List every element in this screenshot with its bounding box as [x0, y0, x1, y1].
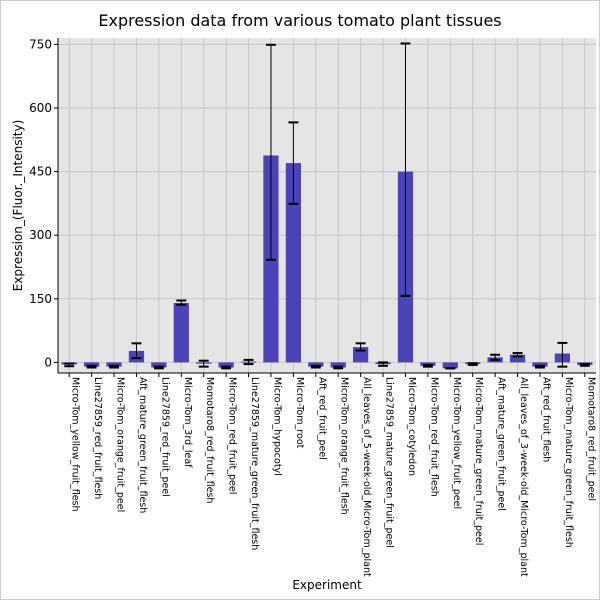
bar — [106, 362, 122, 367]
x-tick-label: Micro-Tom_cotyledon — [406, 377, 417, 476]
x-tick-label: Aft_red_fruit_peel — [316, 377, 327, 460]
x-tick-label: Micro-Tom_red_fruit_flesh — [428, 377, 439, 497]
x-tick-label: Line27859_red_fruit_flesh — [92, 377, 103, 499]
y-tick-label: 150 — [29, 292, 52, 306]
x-tick-label: Micro-Tom_orange_fruit_peel — [115, 377, 126, 512]
y-tick-label: 750 — [29, 37, 52, 51]
x-tick-label: Line27859_red_fruit_peel — [159, 377, 170, 497]
y-tick-label: 300 — [29, 228, 52, 242]
y-tick-label: 0 — [44, 355, 52, 369]
plot-area — [58, 38, 596, 373]
bar — [442, 362, 458, 369]
bar — [151, 362, 167, 368]
error-bars — [64, 42, 590, 370]
x-tick-label: Line27859_mature_green_fruit_peel — [384, 377, 395, 548]
bar — [532, 362, 548, 367]
x-tick-label: Micro-Tom_mature_green_fruit_flesh — [563, 377, 574, 548]
x-tick-label: All_leaves_of_3-week-old_Micro-Tom_plant — [518, 377, 529, 577]
x-tick-label: All_leaves_of_5-week-old_Micro-Tom_plant — [361, 377, 372, 577]
bar — [509, 354, 526, 363]
x-axis: Micro-Tom_yellow_fruit_flesh Line27859_re… — [58, 372, 596, 577]
bar — [285, 163, 301, 363]
bars — [61, 155, 593, 369]
x-tick-label: Momotaro8_red_fruit_flesh — [204, 377, 215, 503]
x-tick-label: Micro-Tom_3rd_leaf — [182, 377, 193, 468]
bar — [218, 362, 234, 368]
x-axis-label: Experiment — [292, 578, 362, 592]
x-tick-label: Aft_mature_green_fruit_flesh — [137, 377, 148, 513]
x-tick-label: Micro-Tom_orange_fruit_flesh — [339, 377, 350, 515]
x-tick-label: Aft_mature_green_fruit_peel — [496, 377, 507, 511]
x-tick-label: Micro-Tom_red_fruit_peel — [227, 377, 238, 494]
bar — [84, 362, 100, 367]
bar — [330, 362, 346, 368]
chart-title: Expression data from various tomato plan… — [98, 11, 501, 30]
x-tick-label: Micro-Tom_hypocotyl — [271, 377, 282, 476]
x-tick-label: Micro-Tom_root — [294, 377, 305, 449]
y-tick-label: 600 — [29, 101, 52, 115]
x-tick-label: Micro-Tom_yellow_fruit_peel — [451, 377, 462, 509]
x-tick-label: Micro-Tom_yellow_fruit_flesh — [70, 377, 81, 512]
bar — [308, 362, 324, 367]
x-tick-label: Momotaro8_red_fruit_peel — [585, 377, 596, 501]
x-tick-label: Line27859_mature_green_fruit_flesh — [249, 377, 260, 550]
x-tick-label: Micro-Tom_mature_green_fruit_peel — [473, 377, 484, 545]
x-tick-label: Aft_red_fruit_flesh — [540, 377, 551, 462]
y-axis: 0 150 300 450 600 750 — [29, 37, 59, 373]
y-axis-label: Expression_(Fluor._Intensity) — [11, 120, 25, 292]
y-tick-label: 450 — [29, 165, 52, 179]
bar — [173, 303, 189, 363]
